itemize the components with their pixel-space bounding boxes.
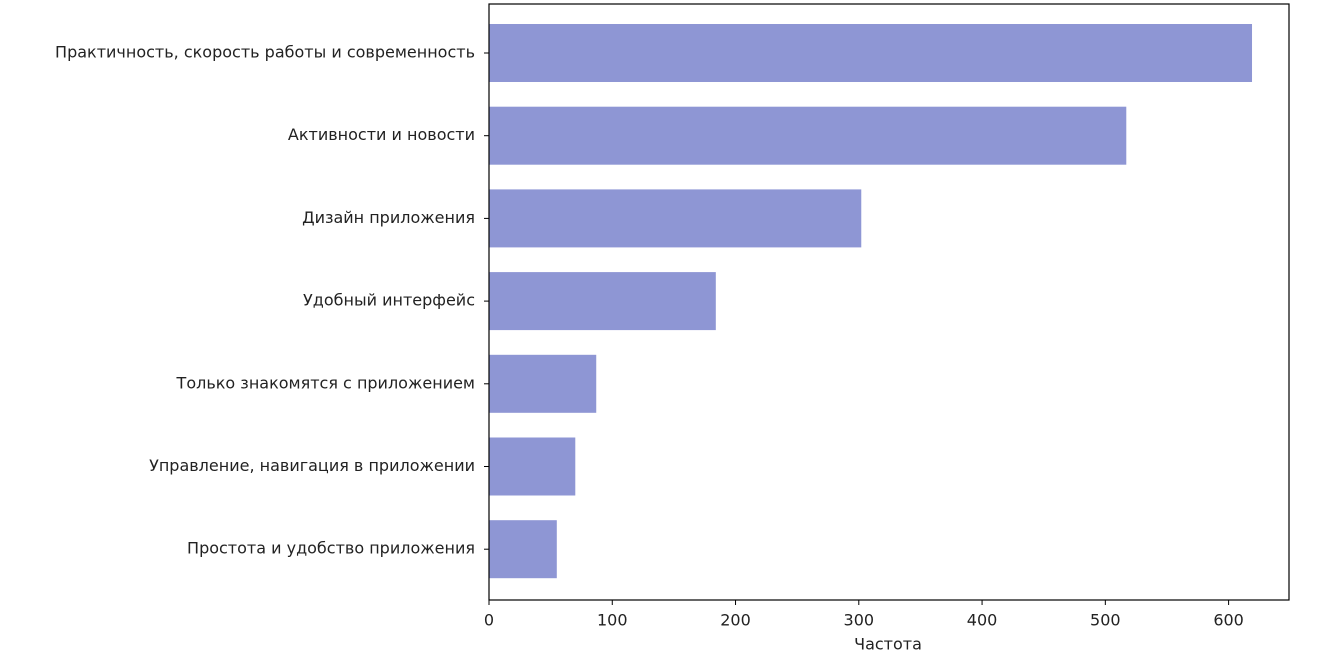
x-tick-label: 300 [844,611,875,630]
x-axis-label: Частота [854,635,922,654]
bar [489,520,557,579]
x-tick-label: 600 [1213,611,1244,630]
x-tick-label: 400 [967,611,998,630]
bar [489,437,576,496]
bar [489,24,1253,82]
plot-frame [488,3,1290,601]
bar [489,272,716,331]
y-tick-label: Только знакомятся с приложением [176,373,475,392]
y-tick-label: Удобный интерфейс [303,291,475,310]
x-tick-label: 100 [597,611,628,630]
x-tick-label: 500 [1090,611,1121,630]
bar [489,106,1127,165]
y-tick-label: Практичность, скорость работы и современ… [55,43,475,62]
bar [489,354,597,413]
y-tick-label: Управление, навигация в приложении [149,456,475,475]
y-tick-label: Дизайн приложения [302,208,475,227]
x-tick-label: 0 [484,611,494,630]
y-tick-label: Активности и новости [288,125,475,144]
x-tick-label: 200 [720,611,751,630]
bar [489,189,862,248]
y-tick-label: Простота и удобство приложения [187,539,475,558]
